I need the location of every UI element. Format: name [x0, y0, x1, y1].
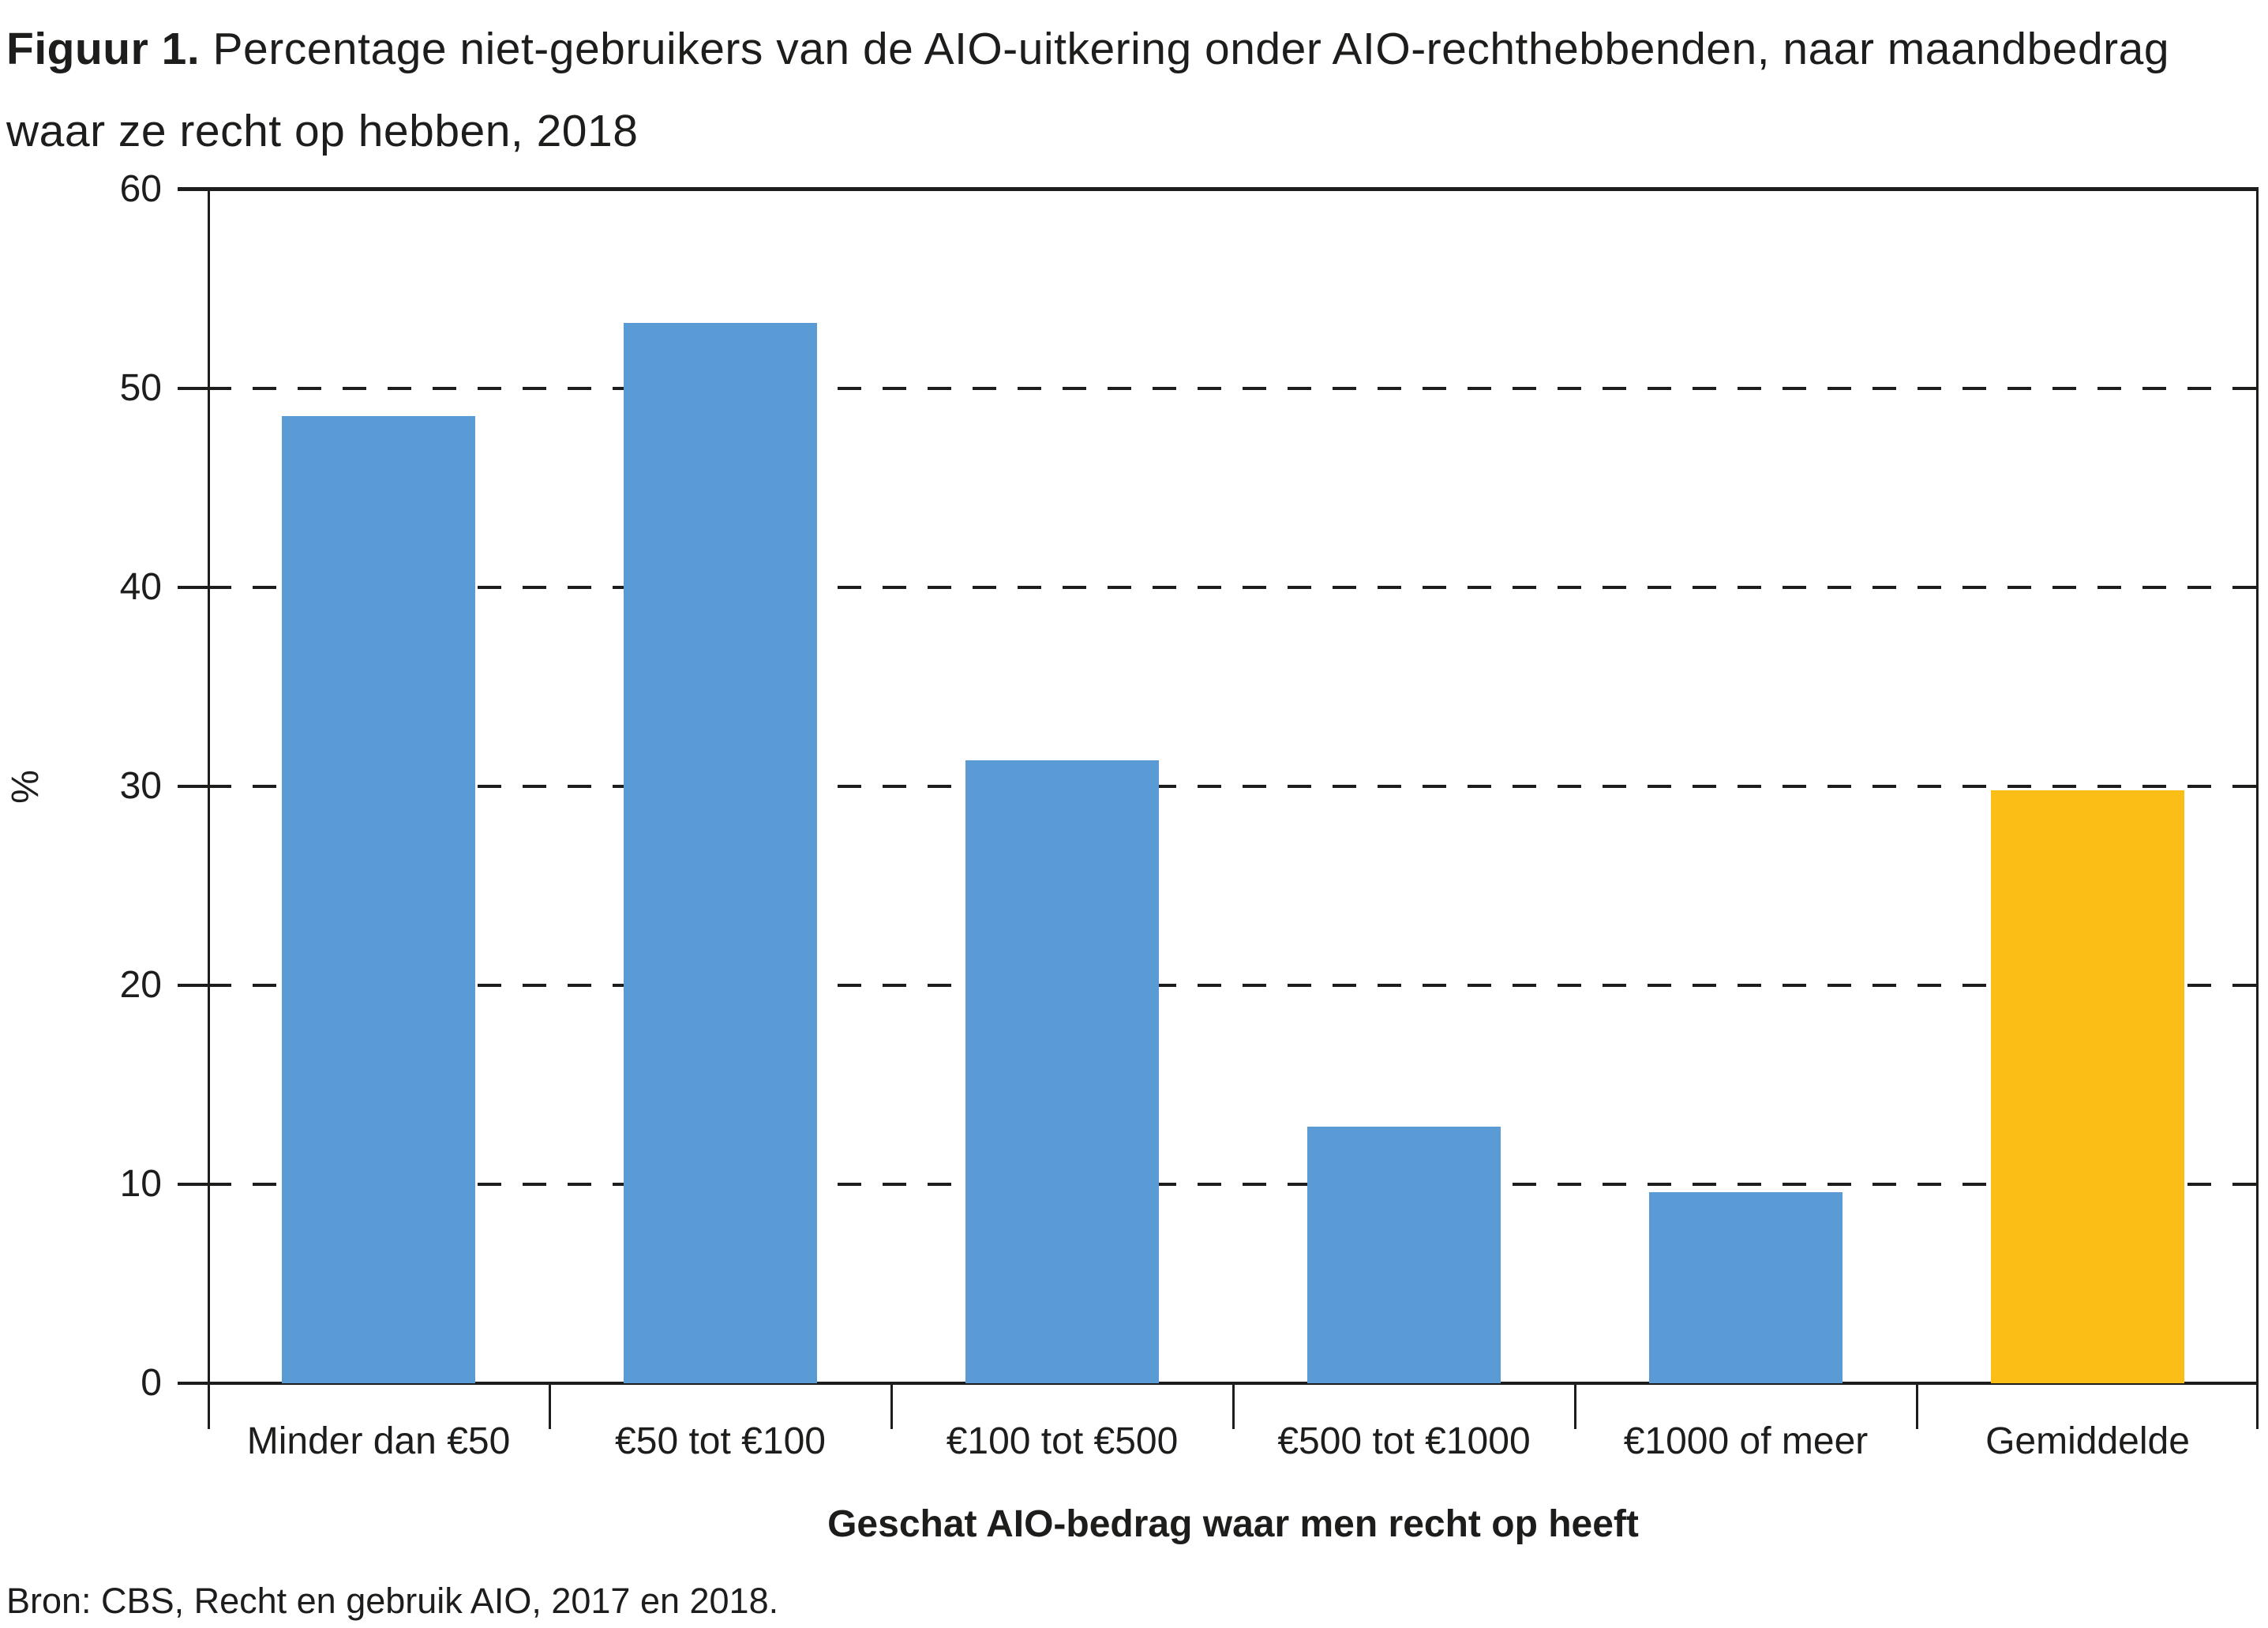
figure-title-line2: waar ze recht op hebben, 2018: [6, 106, 639, 156]
bar-category-2: [624, 322, 817, 1383]
y-tick-mark-50: [178, 387, 211, 390]
figure-title: Figuur 1. Percentage niet-gebruikers van…: [6, 8, 2169, 172]
y-tick-mark-20: [178, 984, 211, 987]
figure-title-line1-text: Percentage niet-gebruikers van de AIO-ui…: [200, 24, 2170, 74]
figure-label: Figuur 1.: [6, 24, 201, 74]
x-category-label-4: €500 tot €1000: [1277, 1420, 1531, 1462]
plot-top-border-line: [178, 187, 2259, 191]
x-tick-mark-2: [890, 1383, 893, 1429]
gridline-40: [208, 586, 2259, 589]
x-tick-mark-1: [549, 1383, 551, 1429]
y-tick-label-30: 30: [119, 765, 162, 807]
x-axis-baseline: [178, 1382, 2259, 1385]
y-tick-label-10: 10: [119, 1163, 162, 1205]
x-category-label-2: €50 tot €100: [615, 1420, 826, 1462]
y-tick-label-60: 60: [119, 168, 162, 210]
y-axis-line: [208, 189, 210, 1429]
bar-highlight-category-6: [1991, 790, 2184, 1383]
bar-category-5: [1649, 1192, 1843, 1383]
y-tick-mark-30: [178, 785, 211, 788]
y-tick-label-50: 50: [119, 367, 162, 409]
bar-category-3: [965, 760, 1159, 1383]
y-tick-label-20: 20: [119, 964, 162, 1006]
gridline-20: [208, 984, 2259, 987]
bar-category-1: [282, 416, 475, 1383]
y-tick-label-0: 0: [141, 1362, 162, 1404]
figure-title-line1: Figuur 1. Percentage niet-gebruikers van…: [6, 8, 2169, 90]
x-category-label-5: €1000 of meer: [1623, 1420, 1869, 1462]
gridline-10: [208, 1183, 2259, 1186]
bar-category-4: [1307, 1126, 1501, 1383]
x-tick-mark-5: [1916, 1383, 1918, 1429]
x-tick-mark-4: [1574, 1383, 1576, 1429]
y-axis-unit-label: %: [4, 769, 47, 804]
x-category-label-6: Gemiddelde: [1985, 1420, 2190, 1462]
x-axis-title: Geschat AIO-bedrag waar men recht op hee…: [827, 1503, 1639, 1545]
y-tick-mark-10: [178, 1183, 211, 1186]
plot-right-border-line: [2256, 189, 2259, 1429]
x-tick-mark-3: [1232, 1383, 1235, 1429]
y-tick-mark-40: [178, 586, 211, 589]
gridline-50: [208, 387, 2259, 390]
gridline-30: [208, 785, 2259, 788]
y-tick-label-40: 40: [119, 566, 162, 608]
x-category-label-1: Minder dan €50: [246, 1420, 511, 1462]
source-note: Bron: CBS, Recht en gebruik AIO, 2017 en…: [6, 1581, 779, 1621]
x-category-label-3: €100 tot €500: [946, 1420, 1179, 1462]
